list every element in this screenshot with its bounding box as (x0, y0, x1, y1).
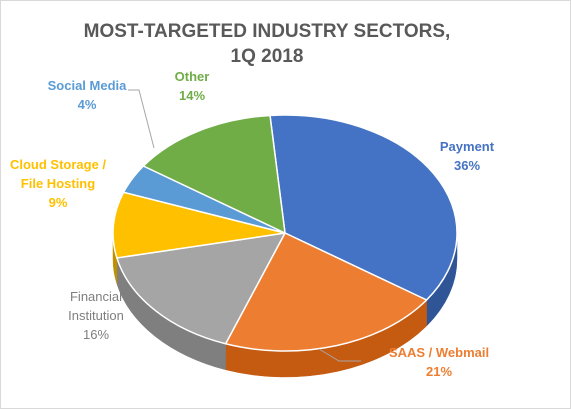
category-label-financial-institution-1: Institution (68, 308, 124, 323)
value-label-cloud-storage-file-hosting: 9% (49, 195, 68, 210)
category-label-cloud-storage-file-hosting-1: File Hosting (21, 176, 95, 191)
value-label-payment: 36% (454, 158, 480, 173)
category-label-cloud-storage-file-hosting: Cloud Storage / (10, 157, 106, 172)
category-label-social-media: Social Media (48, 78, 128, 93)
leader-line-saas-webmail (318, 348, 361, 362)
slice-saas-webmail (224, 232, 428, 352)
category-label-financial-institution: Financial (70, 289, 122, 304)
slice-financial-institution (116, 232, 286, 345)
pie-slices (112, 114, 458, 352)
slice-other (142, 114, 286, 234)
leader-lines (128, 89, 361, 362)
value-label-social-media: 4% (78, 97, 97, 112)
slice-cloud-storage-file-hosting (112, 191, 286, 259)
value-label-saas-webmail: 21% (426, 364, 452, 379)
category-label-saas-webmail: SAAS / Webmail (389, 345, 489, 360)
chart-title-line-2: 1Q 2018 (231, 46, 304, 67)
value-label-financial-institution: 16% (83, 327, 109, 342)
category-label-other: Other (175, 69, 210, 84)
category-label-payment: Payment (440, 139, 495, 154)
leader-line-social-media (128, 89, 155, 149)
slice-labels: Payment 36% SAAS / Webmail 21% Financial Inst… (10, 69, 495, 379)
slice-payment (269, 114, 458, 301)
chart-title-line-1: MOST-TARGETED INDUSTRY SECTORS, (84, 21, 451, 42)
value-label-other: 14% (179, 88, 205, 103)
